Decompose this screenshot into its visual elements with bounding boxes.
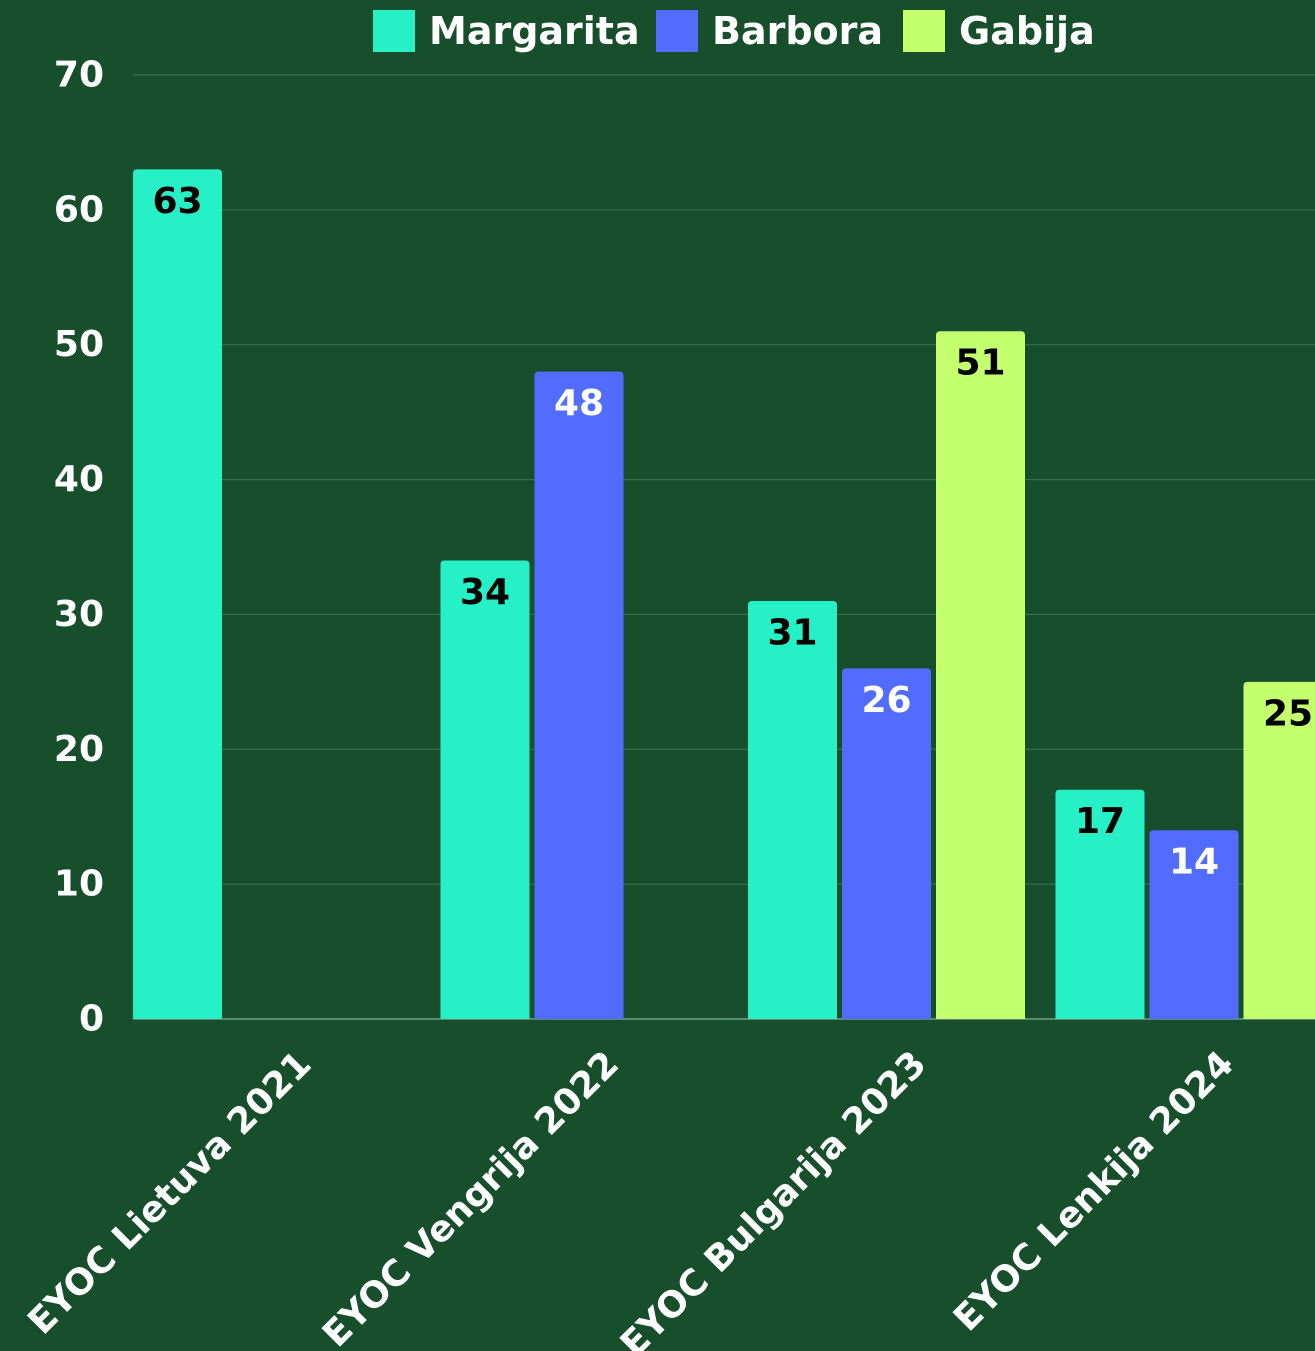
y-tick-label: 20 (54, 729, 104, 770)
legend-swatch-margarita (373, 10, 415, 52)
bar-margarita-2 (748, 600, 837, 1019)
data-label-margarita-3: 17 (1075, 801, 1125, 842)
x-tick-label: EYOC Vengrija 2022 (315, 1043, 627, 1351)
data-label-gabija-2: 51 (955, 343, 1005, 384)
y-tick-label: 0 (79, 999, 104, 1040)
bars (133, 169, 1315, 1020)
data-label-barbora-3: 14 (1169, 842, 1219, 883)
y-tick-label: 60 (54, 189, 104, 230)
legend-label-gabija: Gabija (959, 9, 1095, 53)
bar-margarita-1 (440, 560, 530, 1019)
bar-margarita-0 (133, 169, 222, 1019)
legend: Margarita Barbora Gabija (373, 9, 1095, 53)
legend-label-margarita: Margarita (429, 9, 640, 53)
bar-barbora-3 (1149, 830, 1239, 1019)
legend-swatch-barbora (656, 10, 698, 52)
data-label-margarita-0: 63 (152, 181, 202, 222)
data-label-barbora-1: 48 (554, 383, 604, 424)
y-axis: 0 10 20 30 40 50 60 70 (54, 55, 104, 1040)
data-labels: 63 34 48 31 26 51 17 14 25 (152, 181, 1313, 883)
bar-barbora-1 (534, 371, 624, 1020)
bar-gabija-2 (936, 331, 1025, 1019)
data-label-margarita-2: 31 (767, 612, 817, 653)
data-label-margarita-1: 34 (460, 572, 510, 613)
legend-swatch-gabija (903, 10, 945, 52)
bar-margarita-3 (1055, 789, 1145, 1019)
x-tick-label: EYOC Lietuva 2021 (20, 1043, 319, 1342)
y-tick-label: 70 (54, 55, 104, 96)
x-tick-label: EYOC Bulgarija 2023 (613, 1043, 935, 1351)
y-tick-label: 40 (54, 459, 104, 500)
y-tick-label: 10 (54, 864, 104, 905)
bar-barbora-2 (842, 668, 931, 1019)
legend-label-barbora: Barbora (712, 9, 883, 53)
data-label-gabija-3: 25 (1263, 693, 1313, 734)
x-tick-label: EYOC Lenkija 2024 (946, 1043, 1242, 1339)
data-label-barbora-2: 26 (861, 680, 911, 721)
bar-gabija-3 (1243, 681, 1315, 1019)
y-tick-label: 30 (54, 594, 104, 635)
y-tick-label: 50 (54, 324, 104, 365)
